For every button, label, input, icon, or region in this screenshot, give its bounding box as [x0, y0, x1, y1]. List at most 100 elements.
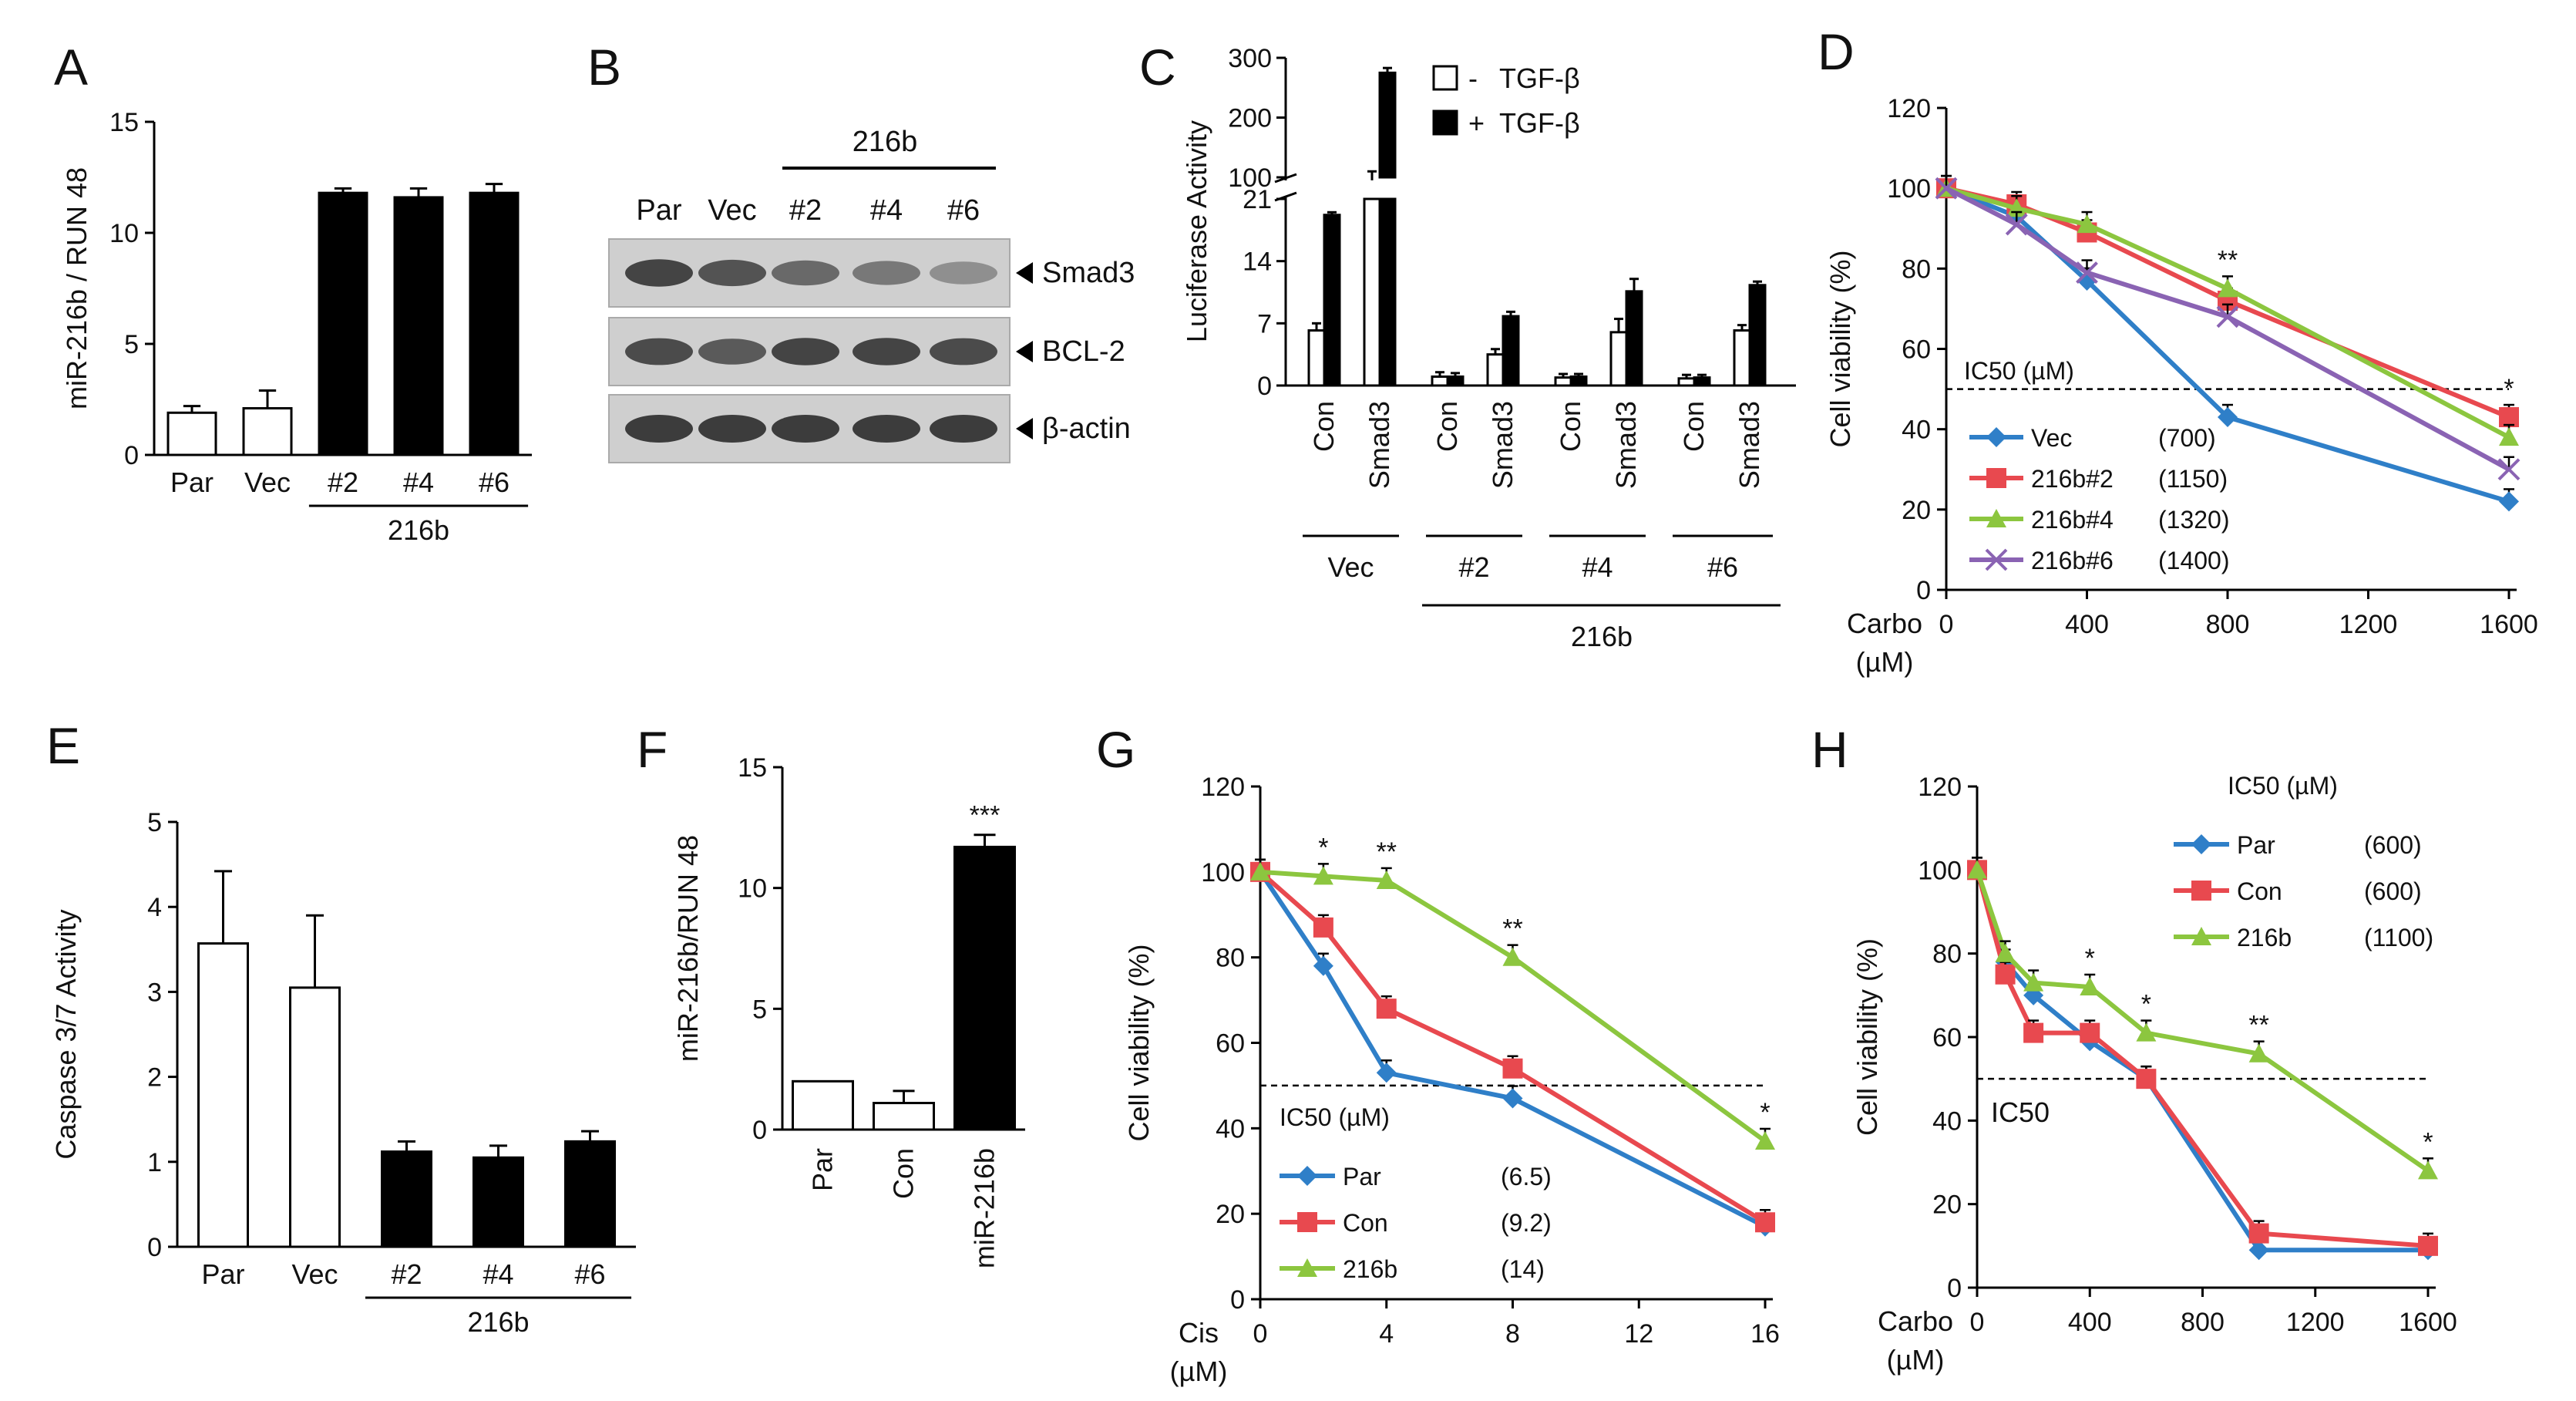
x-tick-label-A: #4 — [403, 466, 434, 498]
y-tick-label-A: 15 — [109, 108, 139, 137]
legend-marker-H — [2191, 927, 2211, 946]
y-tick-label-H: 0 — [1947, 1274, 1962, 1303]
data-point-G-2-0 — [1250, 861, 1270, 881]
group-label-E: 216b — [467, 1306, 529, 1338]
data-point-G-0-1 — [1313, 955, 1333, 976]
data-point-D-0-3 — [2218, 407, 2238, 428]
data-point-H-1-6 — [2418, 1235, 2438, 1256]
data-point-D-3-0 — [1935, 177, 1958, 200]
significance-star-D: ** — [2218, 245, 2238, 274]
data-point-D-2-2 — [2077, 214, 2097, 234]
data-point-H-1-5 — [2248, 1223, 2269, 1244]
x-axis-label-H: Carbo — [1878, 1305, 1953, 1337]
group-label-C: Vec — [1327, 551, 1374, 583]
bar-A-1 — [242, 407, 293, 456]
y-tick-label-C: 14 — [1243, 248, 1272, 277]
legend-label-C: TGF-β — [1499, 107, 1580, 139]
blot-group-label: 216b — [853, 126, 918, 158]
legend-swatch-C — [1432, 65, 1458, 91]
x-tick-label-A: #6 — [479, 466, 509, 498]
data-point-D-0-4 — [2499, 491, 2519, 512]
bar-E-2 — [381, 1150, 432, 1248]
data-point-G-1-4 — [1755, 1212, 1775, 1233]
data-point-H-2-6 — [2418, 1160, 2438, 1180]
legend-ic50-H: (600) — [2364, 877, 2422, 905]
panel-letter-d: D — [1818, 23, 1855, 80]
x-tick-label-H: 0 — [1970, 1308, 1985, 1337]
legend-sign-C: - — [1468, 62, 1478, 94]
x-tick-label-D: 800 — [2206, 610, 2250, 639]
data-point-H-2-3 — [2080, 977, 2100, 996]
x-axis-unit-D: (µM) — [1856, 646, 1914, 678]
legend-marker-D — [1986, 427, 2006, 447]
y-tick-label-C: 300 — [1228, 44, 1272, 73]
group-label-C: #6 — [1707, 551, 1738, 583]
y-tick-label-H: 60 — [1932, 1023, 1962, 1052]
x-tick-label-H: 400 — [2068, 1308, 2112, 1337]
x-tick-label-D: 0 — [1939, 610, 1954, 639]
x-tick-label-G: 12 — [1624, 1319, 1653, 1349]
y-tick-label-G: 80 — [1216, 944, 1245, 973]
x-tick-label-H: 1200 — [2286, 1308, 2345, 1337]
data-point-G-1-2 — [1376, 999, 1397, 1019]
panel-letter-b: B — [587, 39, 621, 96]
blot-band-0-3 — [853, 261, 920, 285]
legend-marker-D — [1986, 509, 2006, 528]
data-point-H-2-2 — [2023, 972, 2044, 992]
legend-label-G: Par — [1343, 1163, 1381, 1191]
blot-lane-label: #6 — [947, 194, 980, 227]
bar-C-1-0 — [1323, 214, 1341, 387]
x-tick-label-F: miR-216b — [969, 1148, 1000, 1268]
x-tick-label-E: Par — [201, 1258, 244, 1290]
legend-ic50-D: (1400) — [2158, 547, 2230, 574]
blot-arrow-icon — [1016, 341, 1033, 362]
panel-letter-a: A — [54, 39, 88, 96]
blot-band-2-3 — [853, 415, 920, 443]
data-point-H-2-5 — [2248, 1043, 2269, 1063]
y-tick-label-C: 0 — [1257, 372, 1272, 401]
x-tick-label-D: 1200 — [2339, 610, 2398, 639]
data-point-H-1-2 — [2023, 1022, 2044, 1043]
blot-band-label: β-actin — [1042, 413, 1131, 445]
group-label-C: #4 — [1582, 551, 1613, 583]
y-tick-label-D: 100 — [1887, 174, 1931, 204]
x-tick-label-G: 8 — [1505, 1319, 1520, 1349]
x-tick-label-G: 16 — [1750, 1319, 1780, 1349]
x-tick-label-E: Vec — [291, 1258, 338, 1290]
x-tick-label-D: 1600 — [2480, 610, 2538, 639]
y-tick-label-F: 15 — [738, 753, 767, 783]
x-tick-label-F: Con — [888, 1148, 920, 1199]
panel-letter-c: C — [1139, 39, 1176, 96]
y-tick-label-A: 0 — [124, 441, 139, 470]
blot-band-2-1 — [698, 415, 766, 443]
bar-C-0-3 — [1486, 353, 1505, 387]
legend-title-H: IC50 (µM) — [2228, 772, 2338, 800]
y-axis-label-G: Cell viability (%) — [1123, 944, 1155, 1141]
bar-C-upper-1-1 — [1378, 71, 1397, 179]
legend-ic50-D: (1320) — [2158, 506, 2230, 534]
blot-band-1-3 — [853, 338, 920, 365]
bar-C-0-4 — [1554, 376, 1572, 387]
x-tick-label-G: 4 — [1379, 1319, 1394, 1349]
x-tick-label-A: Par — [170, 466, 214, 498]
y-tick-label-D: 0 — [1916, 576, 1931, 605]
bar-A-0 — [166, 411, 217, 456]
bar-E-4 — [564, 1140, 616, 1248]
x-tick-label-C: Smad3 — [1734, 401, 1765, 489]
y-tick-label-G: 120 — [1201, 773, 1245, 802]
y-tick-label-E: 3 — [147, 978, 162, 1007]
y-tick-label-C: 100 — [1228, 163, 1272, 193]
panel-letter-g: G — [1096, 721, 1135, 778]
significance-star-H: ** — [2248, 1011, 2268, 1040]
legend-marker-G — [1297, 1212, 1317, 1232]
data-point-H-2-1 — [1995, 943, 2016, 962]
bar-A-3 — [393, 196, 444, 456]
bar-C-0-6 — [1677, 377, 1696, 387]
bar-F-0 — [792, 1079, 854, 1131]
blot-band-0-4 — [930, 261, 997, 285]
data-point-D-2-4 — [2499, 427, 2519, 446]
significance-star-H: * — [2423, 1127, 2433, 1157]
y-tick-label-G: 100 — [1201, 858, 1245, 887]
data-point-D-3-4 — [2497, 458, 2521, 481]
